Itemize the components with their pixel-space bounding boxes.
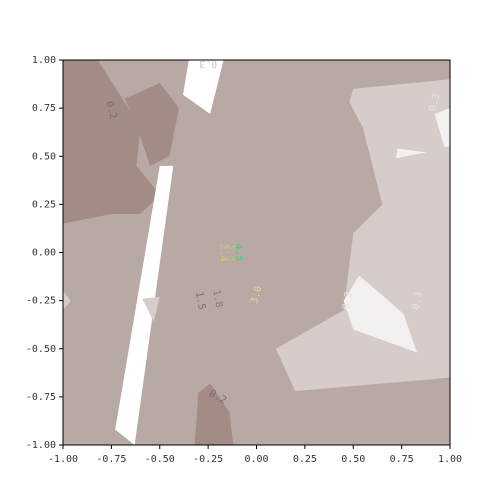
contour-region-bottom-dark [194, 383, 234, 445]
contour-region-top-left-dark [63, 60, 160, 224]
y-tick-label: 0.50 [32, 151, 56, 162]
contour-label: 3.0 [249, 285, 264, 305]
contour-label: 2.4 [218, 243, 229, 261]
contour-region-right-light [275, 79, 450, 392]
x-tick-label: -0.50 [145, 454, 175, 465]
contour-fill-regions [63, 60, 450, 445]
contour-label: 0.2 [103, 100, 118, 120]
x-tick-label: 0.25 [293, 454, 317, 465]
contour-label: 0.3 [427, 92, 442, 112]
contour-label: 1.8 [210, 289, 224, 309]
contour-label: 0.3 [411, 291, 425, 311]
contour-region-right-lightest-center [343, 275, 418, 353]
contour-label: 0.3 [199, 58, 217, 69]
y-axis: 1.00 0.75 0.50 0.25 0.00 -0.25 -0.50 -0.75 -1.00 [26, 55, 63, 451]
y-tick-label: 0.75 [32, 103, 56, 114]
contour-region-left-center-light [142, 296, 160, 322]
contour-label: 4.5 [233, 243, 244, 261]
y-tick-label: -0.75 [26, 392, 56, 403]
x-tick-label: 1.00 [438, 454, 462, 465]
x-tick-label: -0.75 [96, 454, 126, 465]
y-tick-label: 0.00 [32, 248, 56, 259]
contour-label: 3.3 [225, 243, 236, 261]
x-tick-label: -0.25 [193, 454, 223, 465]
contour-region-left-small-light [63, 291, 71, 311]
contour-region-right-lightest-spot [395, 148, 427, 159]
y-tick-label: -1.00 [26, 440, 56, 451]
x-tick-label: 0.75 [390, 454, 414, 465]
y-tick-label: -0.25 [26, 296, 56, 307]
contour-label: 0.3 [341, 291, 355, 311]
contour-region-white-diagonal [115, 165, 174, 445]
x-axis: -1.00 -0.75 -0.50 -0.25 0.00 0.25 0.50 0.75 1.00 [48, 445, 462, 465]
x-tick-label: -1.00 [48, 454, 78, 465]
contour-region-top-right-white-strip [183, 60, 224, 114]
y-tick-label: -0.50 [26, 344, 56, 355]
x-tick-label: 0.50 [341, 454, 365, 465]
contour-region-right-lightest-top [434, 108, 450, 147]
contour-label: 1.5 [193, 291, 207, 311]
contour-region-top-dark [124, 83, 180, 166]
y-tick-label: 1.00 [32, 55, 56, 66]
y-tick-label: 0.25 [32, 199, 56, 210]
x-tick-label: 0.00 [244, 454, 268, 465]
